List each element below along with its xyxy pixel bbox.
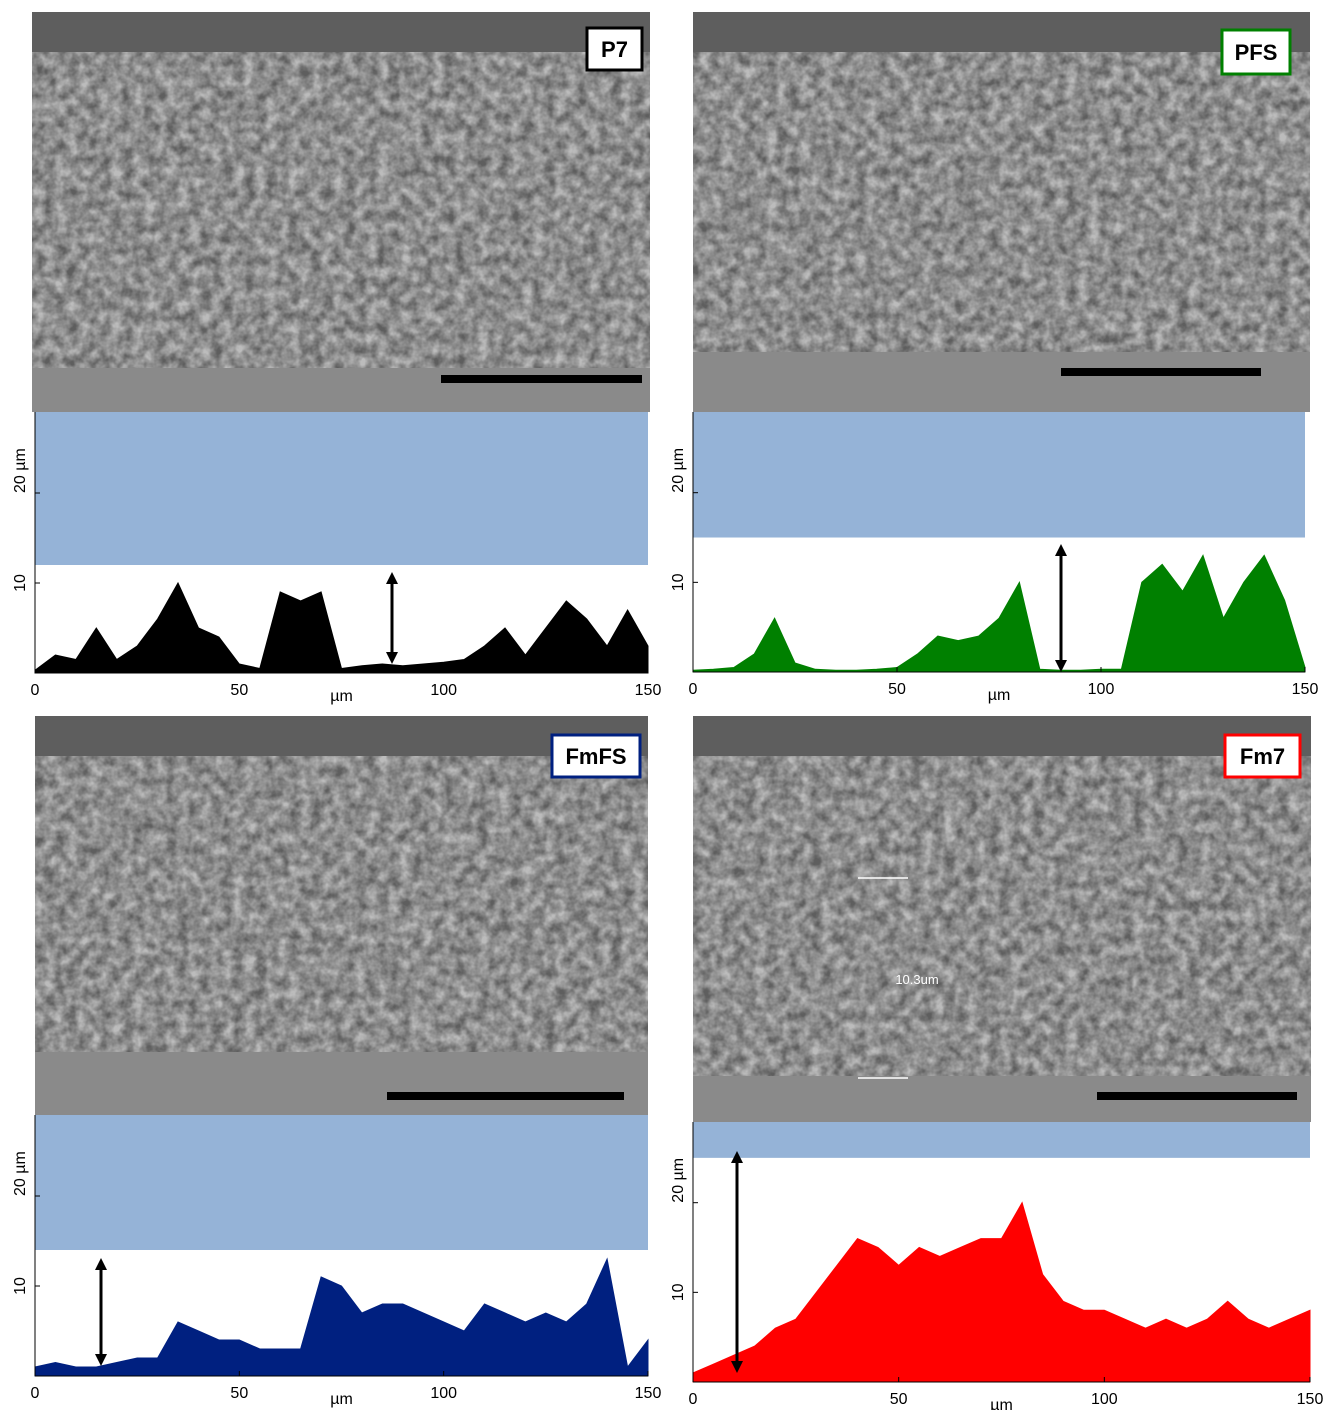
x-tick-label: 100 bbox=[430, 1385, 457, 1402]
y-tick-label: 10 bbox=[12, 1277, 29, 1295]
panel-label: PFS bbox=[1235, 40, 1278, 65]
shaded-band bbox=[35, 412, 648, 565]
shaded-band bbox=[693, 1122, 1310, 1158]
x-tick-label: 0 bbox=[31, 682, 40, 699]
substrate bbox=[35, 1052, 648, 1115]
panel-label: FmFS bbox=[565, 744, 626, 769]
x-tick-label: 0 bbox=[689, 1391, 698, 1408]
x-tick-label: 100 bbox=[430, 682, 457, 699]
y-tick-label: 20 µm bbox=[670, 448, 687, 493]
x-axis-label: µm bbox=[990, 1397, 1013, 1410]
x-tick-label: 150 bbox=[1292, 681, 1319, 698]
x-axis-label: µm bbox=[330, 1391, 353, 1408]
x-tick-label: 0 bbox=[689, 681, 698, 698]
y-tick-label: 20 µm bbox=[12, 448, 29, 493]
x-tick-label: 0 bbox=[31, 1385, 40, 1402]
x-tick-label: 150 bbox=[635, 682, 662, 699]
sem-texture bbox=[32, 52, 650, 368]
substrate bbox=[693, 352, 1310, 412]
x-tick-label: 100 bbox=[1088, 681, 1115, 698]
sem-texture bbox=[693, 756, 1311, 1076]
x-tick-label: 50 bbox=[230, 1385, 248, 1402]
panel-label: Fm7 bbox=[1240, 744, 1285, 769]
x-tick-label: 50 bbox=[230, 682, 248, 699]
y-tick-label: 10 bbox=[12, 574, 29, 592]
x-axis-label: µm bbox=[330, 688, 353, 705]
y-tick-label: 20 µm bbox=[670, 1158, 687, 1203]
page: P7050100150µm1020 µmPFS050100150µm1020 µ… bbox=[0, 0, 1329, 1410]
annotation: 10.3um bbox=[895, 972, 938, 987]
x-tick-label: 150 bbox=[635, 1385, 662, 1402]
x-tick-label: 50 bbox=[888, 681, 906, 698]
y-tick-label: 10 bbox=[670, 573, 687, 591]
shaded-band bbox=[693, 412, 1305, 538]
y-tick-label: 20 µm bbox=[12, 1151, 29, 1196]
y-tick-label: 10 bbox=[670, 1283, 687, 1301]
panel-label: P7 bbox=[601, 37, 628, 62]
substrate bbox=[32, 368, 650, 412]
x-axis-label: µm bbox=[988, 687, 1011, 704]
figure: P7050100150µm1020 µmPFS050100150µm1020 µ… bbox=[0, 0, 1329, 1410]
sem-texture bbox=[693, 52, 1310, 352]
x-tick-label: 150 bbox=[1297, 1391, 1324, 1408]
x-tick-label: 100 bbox=[1091, 1391, 1118, 1408]
x-tick-label: 50 bbox=[890, 1391, 908, 1408]
shaded-band bbox=[35, 1115, 648, 1250]
sem-texture bbox=[35, 756, 648, 1052]
